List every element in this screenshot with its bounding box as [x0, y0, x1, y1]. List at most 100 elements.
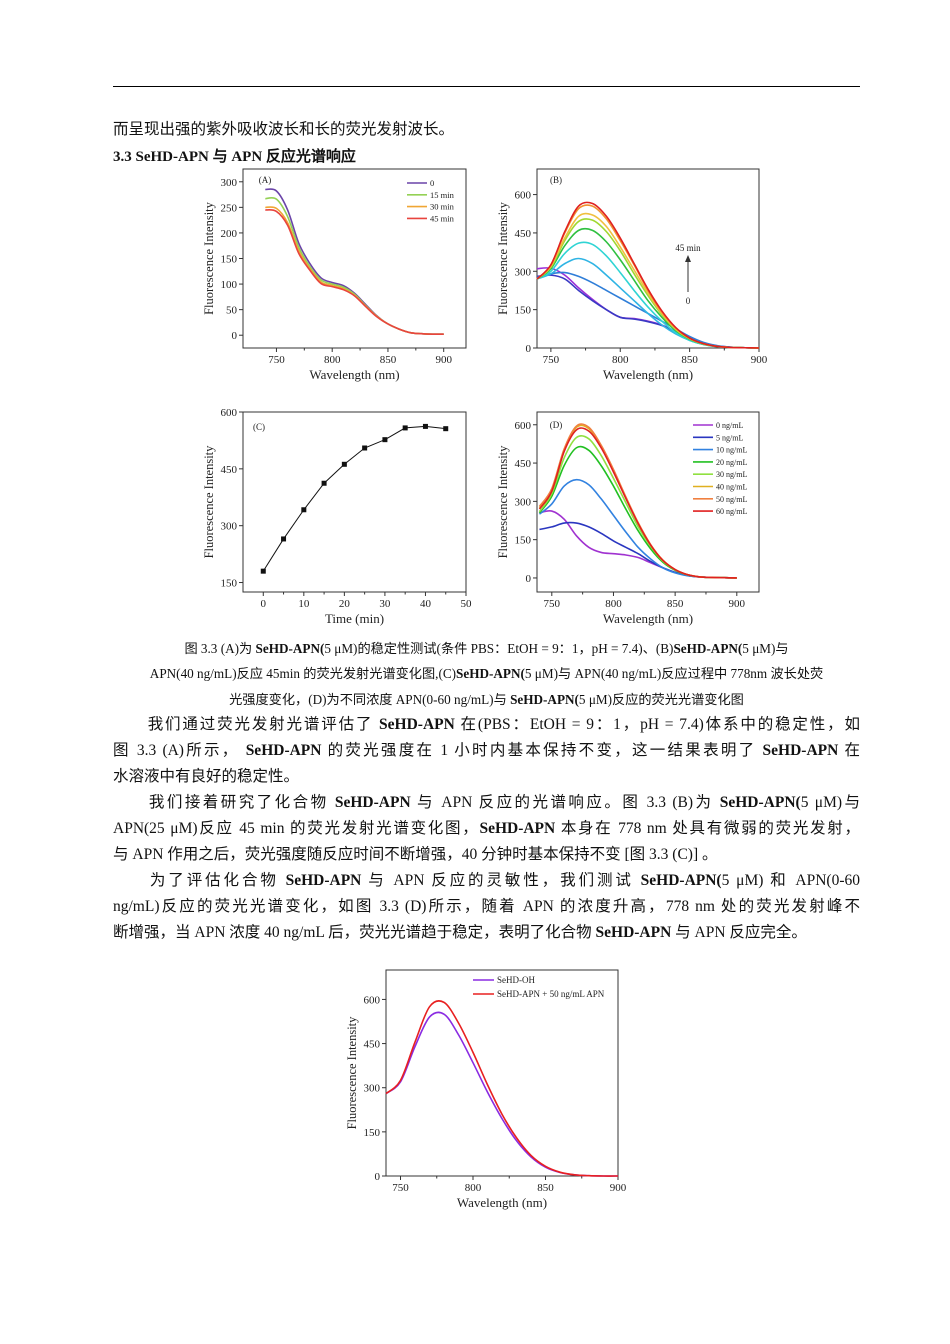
data-point [443, 426, 449, 432]
chart-d: 750 800 850 900 0 150 300 450 600 Wavelength (nm)… [496, 411, 760, 626]
text-run: 5 μM)与 APN(40 ng/mL)反应过程中 778nm 波长处荧 [524, 666, 824, 681]
y-tick-label: 300 [515, 496, 532, 508]
text-run: 与 APN 作用之后，荧光强度随反应时间不断增强，40 分钟时基本保持不变 [图… [113, 846, 718, 863]
data-point [382, 437, 388, 443]
data-point [301, 507, 307, 513]
y-tick-label: 300 [221, 521, 238, 533]
legend-label: 45 min [430, 213, 455, 223]
x-tick-label: 800 [324, 354, 341, 366]
x-axis-label: Wavelength (nm) [603, 611, 693, 626]
x-tick-label: 850 [380, 354, 397, 366]
paragraph-line: 图 3.3 (A)所示， SeHD-APN 的荧光强度在 1 小时内基本保持不变… [113, 738, 860, 764]
annotation-bottom: 0 [686, 296, 691, 306]
text-run: 水溶液中有良好的稳定性。 [113, 768, 300, 785]
x-axis-label: Time (min) [325, 611, 384, 626]
panel-label: (A) [259, 175, 272, 185]
data-point [362, 445, 368, 451]
y-tick-label: 600 [515, 190, 532, 202]
y-tick-label: 450 [515, 228, 532, 240]
x-tick-label: 900 [729, 598, 746, 610]
text-run: 为了评估化合物 [113, 872, 286, 889]
y-tick-label: 300 [515, 266, 532, 278]
x-tick-label: 750 [543, 354, 560, 366]
panel-label: (D) [550, 420, 563, 430]
y-tick-label: 150 [221, 254, 238, 266]
text-run: 与 APN 反应完全。 [671, 924, 807, 941]
text-run: 我们接着研究了化合物 [113, 794, 335, 811]
legend-label: 60 ng/mL [716, 507, 747, 516]
legend-label: 50 ng/mL [716, 495, 747, 504]
chart-b: 750 800 850 900 0 150 300 450 600 Wavelength (nm)… [496, 168, 768, 382]
x-tick-label: 0 [261, 598, 267, 610]
x-tick-label: 800 [612, 354, 629, 366]
bold-term: SeHD-APN( [673, 641, 743, 656]
legend-label: 20 ng/mL [716, 458, 747, 467]
legend-label: SeHD-OH [497, 975, 535, 985]
y-tick-label: 250 [221, 202, 238, 214]
legend-label: 15 min [430, 190, 455, 200]
text-run: 5 μM)与 [800, 794, 860, 811]
y-tick-label: 450 [221, 464, 238, 476]
x-tick-label: 900 [610, 1182, 627, 1194]
x-axis-label: Wavelength (nm) [603, 367, 693, 382]
y-tick-label: 150 [515, 535, 532, 547]
paragraph-line: 断增强，当 APN 浓度 40 ng/mL 后，荧光光谱趋于稳定，表明了化合物 … [113, 920, 860, 946]
y-axis-label: Fluorescence Intensity [496, 445, 510, 559]
bold-term: SeHD-APN [762, 742, 839, 759]
bold-term: SeHD-APN( [719, 794, 801, 811]
y-tick-label: 150 [364, 1127, 381, 1139]
arrow-up-icon [685, 255, 691, 262]
y-axis-label: Fluorescence Intensity [202, 445, 216, 559]
paragraph-line: ng/mL)反应的荧光光谱变化，如图 3.3 (D)所示，随着 APN 的浓度升… [113, 894, 860, 920]
x-tick-label: 20 [339, 598, 351, 610]
legend-label: SeHD-APN + 50 ng/mL APN [497, 989, 605, 999]
x-axis-label: Wavelength (nm) [457, 1195, 547, 1210]
plot-frame [536, 168, 760, 349]
caption-line: APN(40 ng/mL)反应 45min 的荧光发射光谱变化图,(C)SeHD… [113, 663, 860, 682]
data-point [260, 568, 266, 574]
text-run: 5 μM)与 [742, 641, 789, 656]
y-tick-label: 600 [515, 420, 532, 432]
x-tick-label: 30 [379, 598, 391, 610]
y-axis-label: Fluorescence Intensity [202, 201, 216, 315]
series-line [536, 257, 760, 349]
chart-a: 750 800 850 900 0 50 100 150 200 250 300 Wavelength… [202, 168, 467, 382]
y-tick-label: 0 [526, 573, 532, 585]
x-tick-label: 850 [537, 1182, 554, 1194]
x-tick-label: 800 [465, 1182, 482, 1194]
y-tick-label: 300 [364, 1083, 381, 1095]
bold-term: SeHD-APN( [456, 666, 525, 681]
bold-term: SeHD-APN( [510, 692, 579, 707]
text-run: 图 3.3 (A)所示， [113, 742, 246, 759]
text-run: 在 [838, 742, 860, 759]
x-tick-label: 800 [605, 598, 622, 610]
y-tick-label: 150 [221, 578, 238, 590]
data-point [341, 461, 347, 467]
legend-label: 10 ng/mL [716, 446, 747, 455]
text-run: 5 μM)的稳定性测试(条件 PBS：EtOH = 9：1，pH = 7.4)、… [324, 641, 674, 656]
x-tick-label: 750 [268, 354, 285, 366]
y-axis-label: Fluorescence Intensity [345, 1016, 359, 1130]
x-tick-label: 900 [751, 354, 768, 366]
bold-term: SeHD-APN [379, 716, 455, 733]
text-run: 5 μM) 和 APN(0-60 [721, 872, 860, 889]
data-point [402, 425, 408, 431]
text-run: 的荧光强度在 1 小时内基本保持不变，这一结果表明了 [321, 742, 763, 759]
x-tick-label: 40 [420, 598, 432, 610]
text-run: 光强度变化，(D)为不同浓度 APN(0-60 ng/mL)与 [229, 692, 511, 707]
caption-line: 光强度变化，(D)为不同浓度 APN(0-60 ng/mL)与 SeHD-APN… [113, 689, 860, 708]
x-tick-label: 750 [392, 1182, 409, 1194]
legend-label: 30 ng/mL [716, 470, 747, 479]
y-tick-label: 600 [364, 994, 381, 1006]
paragraph-line: 我们接着研究了化合物 SeHD-APN 与 APN 反应的光谱响应。图 3.3 … [113, 790, 860, 816]
text-run: 与 APN 反应的灵敏性，我们测试 [361, 872, 641, 889]
y-tick-label: 0 [232, 330, 238, 342]
x-tick-label: 50 [461, 598, 473, 610]
data-point [422, 423, 428, 429]
series-line [536, 274, 760, 349]
y-tick-label: 0 [526, 343, 532, 355]
text-run: 我们通过荧光发射光谱评估了 [113, 716, 380, 733]
panel-label: (C) [253, 422, 265, 432]
x-tick-label: 850 [667, 598, 684, 610]
x-tick-label: 750 [544, 598, 561, 610]
